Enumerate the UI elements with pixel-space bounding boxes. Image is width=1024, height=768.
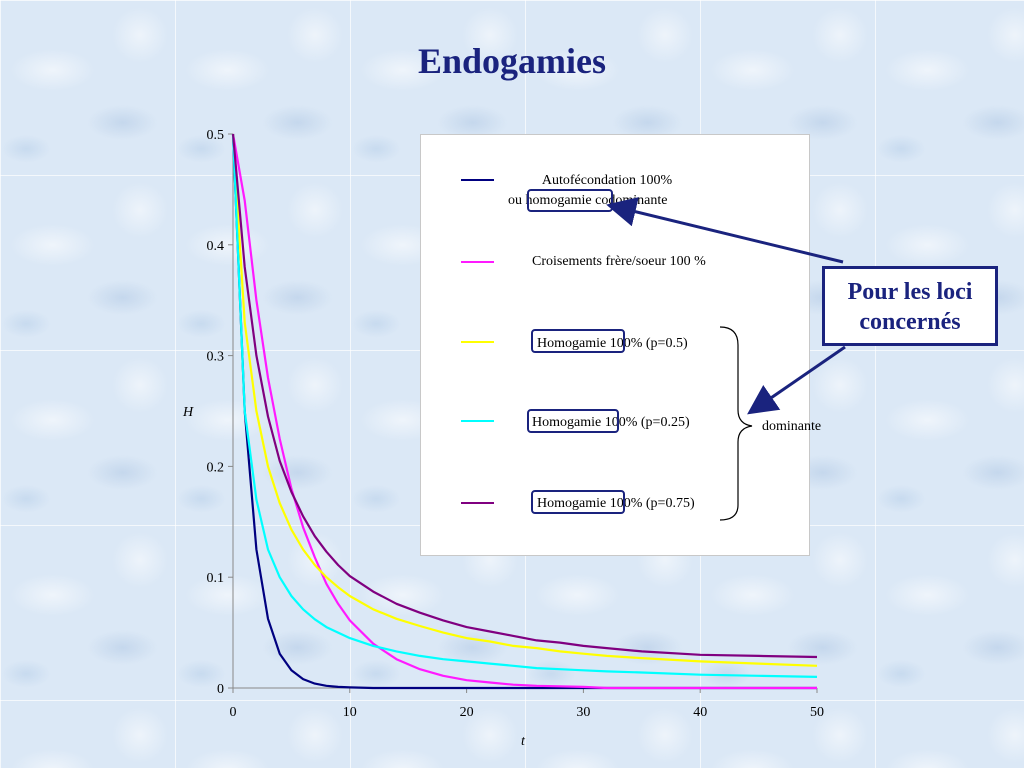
curly-brace	[719, 326, 753, 521]
callout-line2: concernés	[859, 309, 961, 335]
legend-label-homogamie-p075: Homogamie 100% (p=0.75)	[537, 496, 695, 511]
series-line-3	[231, 133, 818, 678]
x-tick-label: 30	[576, 705, 590, 720]
legend-label-homogamie-p025: Homogamie 100% (p=0.25)	[532, 415, 690, 430]
brace-label-dominante: dominante	[762, 419, 821, 434]
x-tick-label: 40	[693, 705, 707, 720]
x-tick-label: 20	[460, 705, 474, 720]
y-axis-label: H	[182, 405, 194, 420]
homogamie-highlight-box-3	[527, 409, 619, 433]
callout-arrow-to-codominante	[606, 197, 844, 264]
callout-box: Pour les loci concernés	[822, 266, 998, 346]
legend-label-autofecondation-line2: ou homogamie codominante	[508, 193, 667, 208]
homogamie-highlight-box-4	[531, 490, 625, 514]
legend-label-autofecondation-line1: Autofécondation 100%	[542, 173, 673, 188]
y-tick-label: 0.4	[207, 239, 225, 254]
legend: Autofécondation 100% ou homogamie codomi…	[461, 173, 821, 521]
series-line-1	[231, 133, 817, 690]
y-tick-label: 0.5	[207, 128, 225, 143]
series-line-0	[231, 133, 817, 690]
callout-line1: Pour les loci	[847, 279, 973, 305]
chart-series	[231, 133, 818, 690]
y-tick-label: 0.2	[207, 460, 225, 475]
y-tick-label: 0.3	[207, 350, 225, 365]
page-title: Endogamies	[417, 41, 607, 81]
series-line-4	[231, 133, 818, 659]
callout-arrow-to-dominante	[747, 345, 846, 415]
y-tick-label: 0.1	[207, 571, 225, 586]
x-axis-label: t	[521, 734, 526, 749]
homogamie-highlight-box-2	[531, 329, 625, 353]
series-line-2	[231, 133, 818, 667]
x-tick-label: 50	[810, 705, 824, 720]
y-tick-label: 0	[217, 682, 224, 697]
x-tick-label: 10	[343, 705, 357, 720]
legend-label-croisements: Croisements frère/soeur 100 %	[532, 254, 706, 269]
x-tick-label: 0	[230, 705, 237, 720]
legend-label-homogamie-p05: Homogamie 100% (p=0.5)	[537, 336, 688, 351]
chart-axes: 0 0.1 0.2 0.3 0.4 0.5 0 10 20 30 40 50 Ht	[182, 128, 824, 749]
